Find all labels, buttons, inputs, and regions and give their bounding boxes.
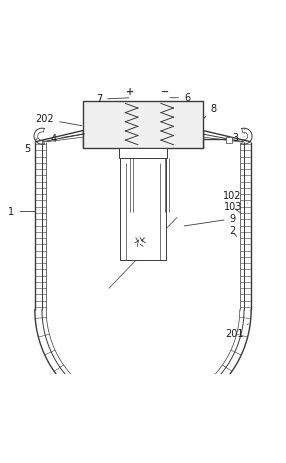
Text: 202: 202 xyxy=(35,114,82,126)
Text: 8: 8 xyxy=(203,104,217,119)
Bar xyxy=(119,148,167,157)
Text: −: − xyxy=(161,87,169,97)
Text: 5: 5 xyxy=(25,138,37,154)
Text: 102: 102 xyxy=(223,191,247,203)
Text: +: + xyxy=(126,87,134,97)
Bar xyxy=(83,100,203,148)
Text: 6: 6 xyxy=(170,93,190,103)
Text: 201: 201 xyxy=(225,324,248,339)
Text: 7: 7 xyxy=(96,94,129,104)
Text: 4: 4 xyxy=(50,134,85,144)
Text: 2: 2 xyxy=(230,226,237,237)
Bar xyxy=(226,137,232,143)
Text: 3: 3 xyxy=(233,132,244,143)
Text: 1: 1 xyxy=(9,206,35,217)
Bar xyxy=(120,157,166,260)
Text: 9: 9 xyxy=(184,214,236,226)
Text: 103: 103 xyxy=(223,202,242,213)
